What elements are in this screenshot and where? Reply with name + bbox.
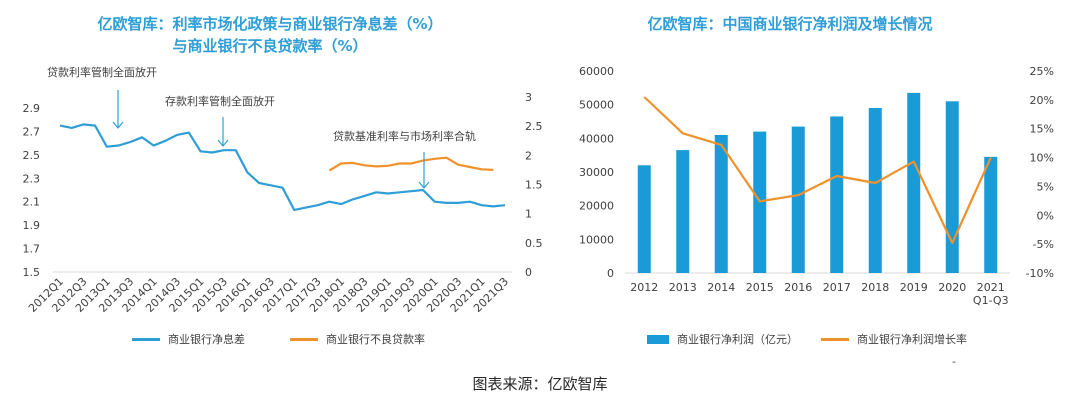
legend-label-nim: 商业银行净息差 [168, 333, 245, 346]
right-y-tick: 0 [525, 266, 532, 279]
legend-swatch-nim [132, 337, 160, 341]
x-tick-label: 2018 [861, 281, 889, 294]
legend-swatch-profit [647, 334, 669, 344]
x-tick-label: 2014 [707, 281, 735, 294]
right-y-tick: 25% [1030, 65, 1054, 78]
x-tick-label: 2013 [669, 281, 697, 294]
profit-bar [637, 165, 651, 273]
left-y-tick: 10000 [579, 233, 614, 246]
left-y-tick: 2.5 [23, 149, 41, 162]
right-y-tick: 1.5 [525, 179, 543, 192]
right-chart-plot: 0 10000 20000 30000 40000 50000 60000 -10% -5% 0%… [579, 65, 1054, 307]
right-y-tick: 1 [525, 208, 532, 221]
profit-bar [868, 108, 882, 274]
left-y-tick: 30000 [579, 166, 614, 179]
series-line-nim [59, 123, 506, 211]
x-tick-label: 2019 [900, 281, 928, 294]
right-y-tick: 15% [1030, 123, 1054, 136]
right-legend-item-growth: 商业银行净利润增长率 [821, 331, 967, 347]
profit-bar [791, 126, 805, 273]
annotation-label: 贷款基准利率与市场利率合轨 [333, 129, 476, 143]
profit-bar [676, 150, 690, 273]
right-y-tick: 0.5 [525, 237, 543, 250]
legend-swatch-npl [290, 337, 318, 341]
right-y-tick: -5% [1033, 238, 1054, 251]
profit-bar [830, 116, 844, 273]
right-y-tick: 2 [525, 149, 532, 162]
x-tick-label: 2015 [746, 281, 774, 294]
left-chart-plot: 1.51.71.92.12.32.52.72.900.511.522.53201… [23, 65, 543, 315]
left-y-tick: 60000 [579, 65, 614, 78]
profit-bar [907, 92, 921, 273]
left-y-tick: 1.7 [23, 243, 41, 256]
right-y-tick: 2.5 [525, 120, 543, 133]
left-y-tick: 2.7 [23, 125, 41, 138]
annotation-label: 存款利率管制全面放开 [165, 94, 275, 108]
annotation-arrow-head [217, 139, 229, 147]
annotation-arrow-head [418, 181, 430, 189]
series-line-npl [328, 156, 494, 172]
right-legend-item-profit: 商业银行净利润（亿元） [647, 331, 798, 347]
right-y-tick: -10% [1026, 267, 1054, 280]
figure-source: 图表来源：亿欧智库 [472, 375, 608, 393]
x-tick-label: 2017 [823, 281, 851, 294]
series-line-growth [643, 96, 992, 245]
left-y-tick: 2.3 [23, 172, 41, 185]
profit-bar [945, 101, 959, 273]
right-y-tick: 20% [1030, 94, 1054, 107]
x-tick-label: 2021 [977, 281, 1005, 294]
legend-swatch-growth [821, 337, 849, 341]
left-chart-title-line-1: 亿欧智库：利率市场化政策与商业银行净息差（%） [97, 15, 443, 33]
right-y-tick: 5% [1037, 180, 1054, 193]
left-y-tick: 1.9 [23, 219, 41, 232]
x-tick-label: Q1-Q3 [973, 294, 1009, 307]
annotation-arrow-head [112, 121, 124, 129]
right-y-tick: 0% [1037, 209, 1054, 222]
left-y-tick: 50000 [579, 99, 614, 112]
legend-label-profit: 商业银行净利润（亿元） [677, 333, 798, 346]
left-y-tick: 40000 [579, 132, 614, 145]
left-legend-item-npl: 商业银行不良贷款率 [290, 331, 425, 347]
legend-label-npl: 商业银行不良贷款率 [326, 333, 425, 346]
left-y-tick: 1.5 [23, 266, 41, 279]
right-chart-title: 亿欧智库：中国商业银行净利润及增长情况 [647, 15, 933, 33]
x-tick-label: 2016 [784, 281, 812, 294]
stray-dash: - [952, 355, 956, 368]
left-chart-title: 亿欧智库：利率市场化政策与商业银行净息差（%） 与商业银行不良贷款率（%） [60, 13, 480, 57]
profit-bar [714, 134, 728, 273]
right-y-tick: 3 [525, 91, 532, 104]
legend-label-growth: 商业银行净利润增长率 [857, 333, 967, 346]
x-tick-label: 2012 [630, 281, 658, 294]
left-y-tick: 20000 [579, 200, 614, 213]
profit-bar [984, 156, 998, 273]
left-y-tick: 2.1 [23, 196, 41, 209]
left-chart: 亿欧智库：利率市场化政策与商业银行净息差（%） 与商业银行不良贷款率（%） 1.… [0, 0, 543, 370]
left-chart-title-line-2: 与商业银行不良贷款率（%） [172, 37, 368, 55]
left-legend-item-nim: 商业银行净息差 [132, 331, 245, 347]
right-chart: 亿欧智库：中国商业银行净利润及增长情况 0 10000 20000 30000 4000… [540, 0, 1080, 370]
annotation-label: 贷款利率管制全面放开 [47, 65, 157, 79]
left-y-tick: 2.9 [23, 102, 41, 115]
left-y-tick: 0 [607, 267, 614, 280]
right-y-tick: 10% [1030, 152, 1054, 165]
x-tick-label: 2020 [938, 281, 966, 294]
